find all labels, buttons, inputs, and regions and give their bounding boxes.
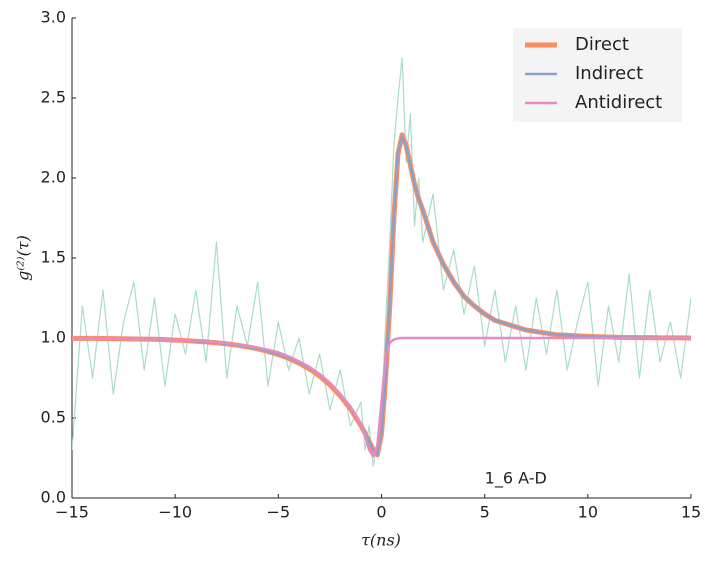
y-tick-label: 0.5 xyxy=(41,408,66,427)
annotation: 1_6 A-D xyxy=(485,468,547,488)
x-tick-label: −5 xyxy=(267,503,291,522)
y-tick-label: 0.0 xyxy=(41,488,66,507)
x-tick-label: −15 xyxy=(55,503,89,522)
y-tick-label: 2.0 xyxy=(41,168,66,187)
y-tick-label: 1.0 xyxy=(41,328,66,347)
x-axis-label: τ(ns) xyxy=(361,531,401,550)
y-tick-label: 1.5 xyxy=(41,248,66,267)
x-tick-label: 5 xyxy=(480,503,490,522)
x-tick-label: −10 xyxy=(158,503,192,522)
data-line xyxy=(72,57,691,467)
y-tick-label: 3.0 xyxy=(41,8,66,27)
x-tick-label: 15 xyxy=(681,503,701,522)
y-axis-label: g⁽²⁾(τ) xyxy=(14,235,33,281)
data-line xyxy=(72,336,691,458)
legend-label: Antidirect xyxy=(575,92,662,113)
legend-label: Indirect xyxy=(575,63,643,84)
y-tick-label: 2.5 xyxy=(41,88,66,107)
x-tick-label: 10 xyxy=(578,503,598,522)
legend-label: Direct xyxy=(575,34,629,55)
x-tick-label: 0 xyxy=(376,503,386,522)
